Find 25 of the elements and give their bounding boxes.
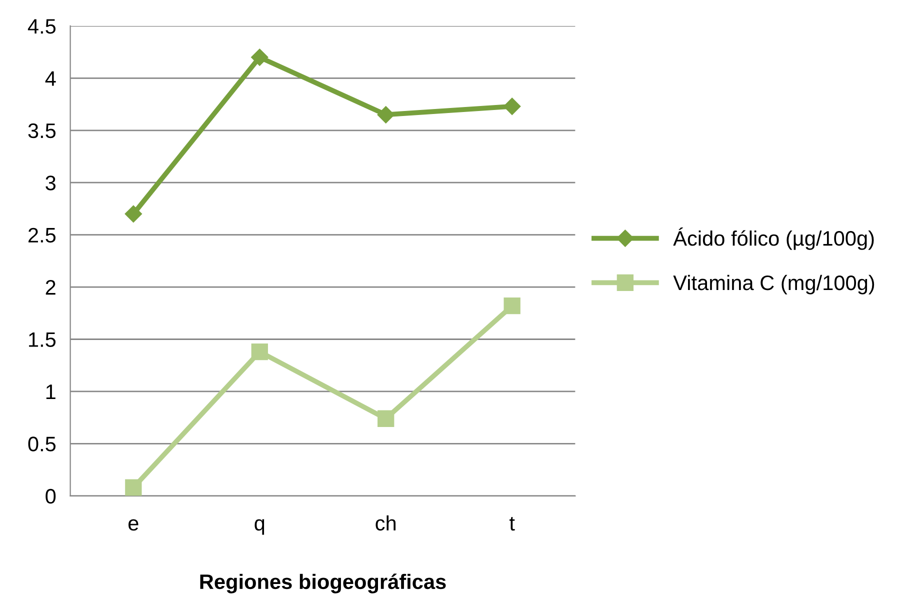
point	[377, 106, 394, 124]
x-tick-label: t	[510, 516, 515, 531]
legend-label: Vitamina C (mg/100g)	[673, 274, 874, 294]
y-tick-label: 2.5	[28, 228, 56, 243]
y-tick-label: 0	[46, 488, 56, 504]
y-tick-label: 3.5	[28, 123, 56, 138]
y-tick-label: 1	[46, 384, 56, 400]
point	[378, 410, 394, 427]
point	[504, 98, 521, 115]
x-tick-label: ch	[376, 515, 396, 531]
point	[125, 479, 142, 496]
y-tick-label: 1.5	[29, 332, 56, 347]
y-tick-label: 4.5	[28, 19, 56, 34]
point	[124, 205, 142, 222]
y-tick-label: 0.5	[28, 436, 56, 452]
x-axis-title: Regiones biogeográficas	[200, 574, 446, 594]
point	[251, 343, 268, 360]
x-tick-label: e	[128, 519, 138, 531]
point	[504, 297, 520, 314]
legend-label: Ácido fólico (µg/100g)	[673, 228, 874, 250]
y-tick-label: 2	[46, 280, 56, 295]
y-tick-label: 4	[45, 71, 56, 86]
y-tick-label: 3	[46, 176, 56, 190]
point	[251, 48, 268, 66]
x-tick-label: q	[254, 519, 264, 535]
